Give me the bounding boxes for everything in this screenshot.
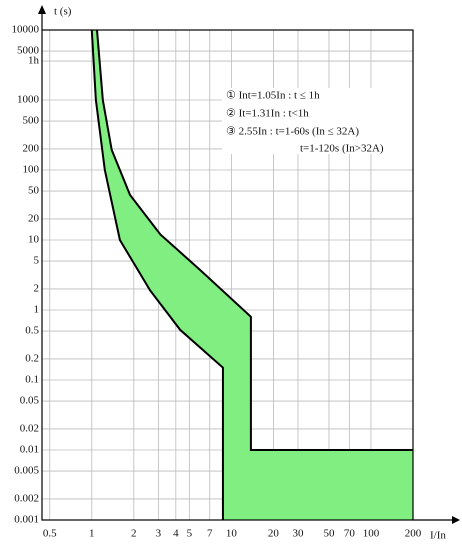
x-tick-label: 70 — [344, 528, 356, 540]
x-tick-label: 2 — [131, 528, 137, 540]
y-tick-label: 20 — [28, 212, 40, 224]
y-tick-label: 200 — [23, 142, 40, 154]
y-tick-label: 10 — [28, 234, 40, 246]
x-tick-label: 20 — [268, 528, 280, 540]
y-tick-label: 0.2 — [25, 352, 39, 364]
y-tick-label: 50 — [28, 185, 40, 197]
x-tick-label: 30 — [292, 528, 304, 540]
y-tick-label: 500 — [23, 115, 40, 127]
plot-frame — [41, 29, 414, 521]
annotation: t=1-120s (In>32A) — [300, 143, 384, 155]
y-tick-label: 0.02 — [20, 422, 39, 434]
annotation: ③ 2.55In : t=1-60s (In ≤ 32A) — [226, 126, 359, 138]
annotation: ② It=1.31In : t<1h — [226, 108, 309, 120]
y-tick-label: 5 — [34, 255, 40, 267]
x-tick-label: 10 — [226, 528, 238, 540]
y-arrow-head — [38, 5, 46, 14]
x-arrow-head — [452, 516, 460, 524]
band-fill — [91, 30, 414, 520]
boundary-line — [90, 29, 224, 520]
x-tick-label: 1 — [89, 528, 95, 540]
x-tick-label: 100 — [363, 528, 380, 540]
y-tick-label: 0.01 — [20, 444, 39, 456]
x-tick-label: 7 — [207, 528, 213, 540]
y-tick-label: 0.001 — [14, 514, 39, 526]
x-tick-label: 0.5 — [43, 528, 57, 540]
y-tick-label: 100 — [23, 164, 40, 176]
y-axis-label: t (s) — [54, 6, 72, 18]
annotation-box — [222, 88, 415, 154]
y-tick-label: 1h — [28, 55, 40, 67]
x-tick-label: 4 — [173, 528, 179, 540]
x-axis-label: I/In — [430, 530, 446, 542]
y-tick-label: 0.1 — [25, 374, 39, 386]
x-tick-label: 5 — [187, 528, 193, 540]
x-tick-label: 3 — [156, 528, 162, 540]
y-tick-label: 2 — [34, 282, 40, 294]
y-tick-label: 5000 — [17, 45, 40, 57]
y-tick-label: 0.002 — [14, 492, 39, 504]
x-tick-label: 50 — [323, 528, 335, 540]
y-tick-label: 1 — [34, 304, 40, 316]
y-tick-label: 0.05 — [20, 395, 40, 407]
y-tick-label: 10000 — [12, 24, 40, 36]
y-tick-label: 0.005 — [14, 465, 39, 477]
y-tick-label: 0.5 — [25, 325, 39, 337]
boundary-line — [96, 29, 413, 451]
x-tick-label: 200 — [405, 528, 422, 540]
annotation: ① Int=1.05In : t ≤ 1h — [226, 90, 320, 102]
y-tick-label: 1000 — [17, 94, 40, 106]
